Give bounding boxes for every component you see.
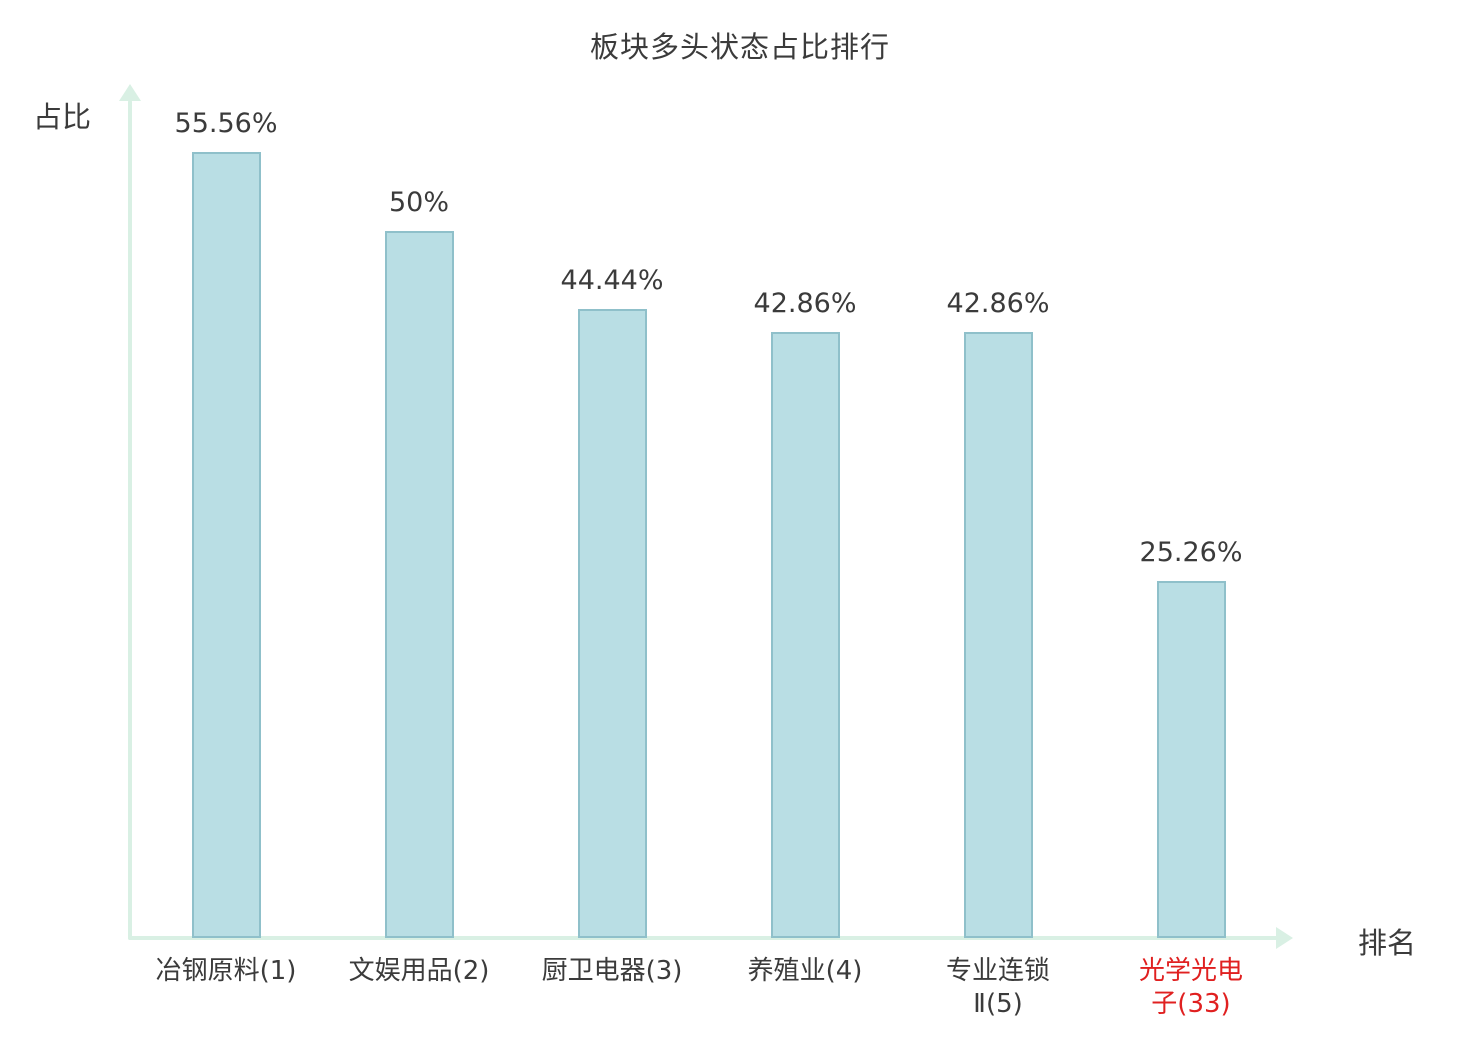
bar-value-label: 55.56% (174, 108, 278, 139)
chart-title: 板块多头状态占比排行 (589, 30, 890, 64)
bar-category-label: 养殖业(4) (747, 956, 863, 986)
bar-value-label: 44.44% (560, 265, 664, 296)
y-axis-label: 占比 (33, 100, 92, 134)
bar-category-label: 文娱用品(2) (348, 956, 490, 986)
bar-category-label: 专业连锁 Ⅱ(5) (945, 956, 1051, 1019)
bar-value-label: 42.86% (753, 288, 857, 319)
x-axis-arrow-icon (1276, 927, 1293, 949)
bar (191, 152, 261, 938)
bar (1156, 581, 1226, 938)
y-axis-line (128, 100, 132, 940)
bar (770, 332, 840, 938)
bar-category-label: 冶钢原料(1) (155, 956, 297, 986)
bar-category-label: 光学光电 子(33) (1138, 956, 1244, 1019)
bar (577, 309, 647, 938)
x-axis-line (128, 936, 1278, 940)
bar-category-label: 厨卫电器(3) (541, 956, 683, 986)
bar-value-label: 42.86% (946, 288, 1050, 319)
bar (384, 231, 454, 938)
bar (963, 332, 1033, 938)
y-axis-arrow-icon (119, 84, 141, 101)
x-axis-label: 排名 (1358, 926, 1417, 960)
bar-value-label: 25.26% (1139, 537, 1243, 568)
bar-value-label: 50% (388, 187, 450, 218)
